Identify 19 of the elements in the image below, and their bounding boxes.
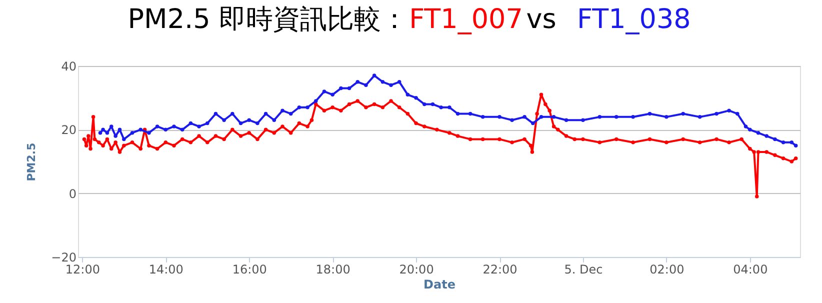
x-tick-label: 12:00 — [65, 262, 100, 276]
x-tick-label: 20:00 — [399, 262, 434, 276]
x-tick-label: 18:00 — [316, 262, 350, 276]
text: FT1_007 — [409, 4, 523, 35]
y-tick-label: −20 — [51, 250, 76, 264]
x-tick-label: 22:00 — [482, 262, 518, 276]
y-axis-title: PM2.5 — [25, 142, 38, 182]
chart-title: PM2.5 即時資訊比較： — [128, 4, 408, 35]
x-tick-label: 02:00 — [650, 262, 684, 276]
x-axis-title: Date — [424, 278, 456, 292]
x-tick-label: 16:00 — [232, 262, 267, 276]
x-tick-label: 14:00 — [148, 262, 184, 276]
text: FT1_038 — [577, 4, 691, 35]
y-tick-label: 0 — [68, 186, 76, 201]
y-tick-label: 40 — [61, 60, 76, 74]
text: vs — [526, 4, 556, 35]
x-tick-label: 04:00 — [733, 262, 768, 276]
y-tick-label: 20 — [61, 123, 76, 138]
x-tick-label: 5. Dec — [564, 262, 603, 276]
